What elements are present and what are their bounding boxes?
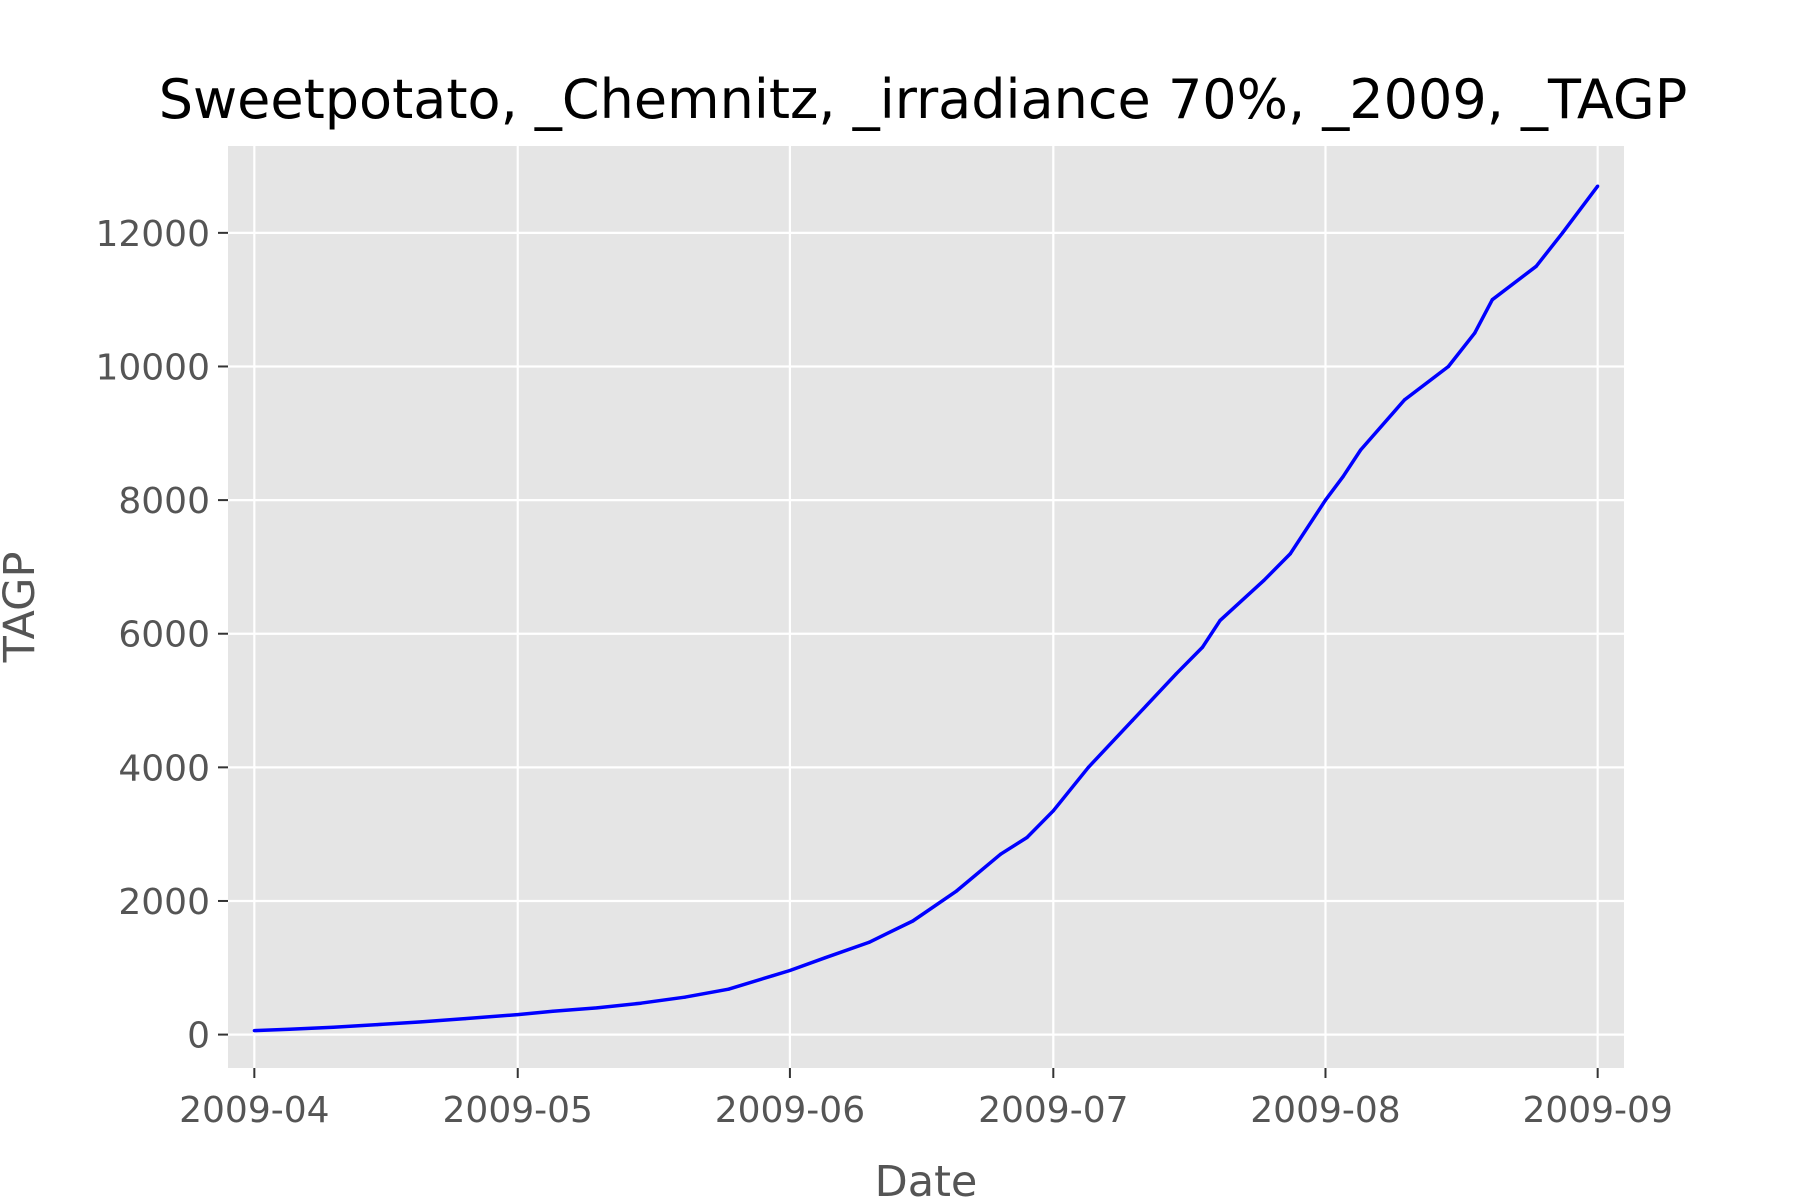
x-axis-label: Date	[875, 1157, 978, 1200]
data-point	[1490, 298, 1494, 302]
y-tick-label: 0	[187, 1016, 210, 1057]
x-tick-label: 2009-05	[443, 1090, 593, 1131]
x-tick-label: 2009-04	[179, 1090, 329, 1131]
data-point	[788, 968, 792, 973]
data-point	[911, 919, 915, 923]
data-point	[1473, 331, 1477, 335]
data-point	[1051, 809, 1055, 813]
data-point	[1402, 398, 1407, 402]
gridlines	[228, 146, 1624, 1068]
series-layer	[252, 184, 1600, 1033]
data-point	[419, 1020, 423, 1024]
data-point	[287, 1027, 292, 1031]
data-point	[955, 889, 959, 893]
data-point	[1596, 184, 1600, 188]
y-axis: 0 2000 4000 6000 8000 10000 12000	[95, 214, 228, 1057]
y-tick-label: 4000	[118, 748, 210, 789]
data-point	[999, 852, 1003, 856]
data-point	[551, 1009, 555, 1013]
x-tick-label: 2009-07	[978, 1090, 1128, 1131]
data-point	[1359, 448, 1363, 452]
data-point	[683, 995, 687, 999]
y-tick-label: 12000	[95, 214, 210, 255]
data-point	[1534, 264, 1538, 268]
data-point	[595, 1006, 599, 1010]
data-point	[1323, 498, 1328, 502]
y-axis-label: TAGP	[0, 552, 45, 664]
data-point	[331, 1025, 335, 1029]
chart-title: Sweetpotato, _Chemnitz, _irradiance 70%,…	[159, 68, 1688, 131]
data-point	[726, 987, 731, 991]
data-point	[639, 1001, 643, 1005]
data-point	[1446, 364, 1450, 369]
x-axis: 2009-04 2009-05 2009-06 2009-07 2009-08 2009-…	[179, 1068, 1673, 1131]
x-tick-label: 2009-09	[1522, 1090, 1672, 1131]
y-tick-label: 2000	[118, 882, 210, 923]
data-point	[252, 1029, 256, 1033]
data-point	[770, 974, 775, 978]
data-point	[1560, 231, 1565, 235]
data-point	[1025, 835, 1029, 840]
data-point	[463, 1017, 467, 1021]
data-point	[375, 1023, 379, 1027]
data-point	[1262, 578, 1266, 582]
data-point	[1201, 645, 1205, 649]
data-point	[1218, 618, 1222, 623]
data-point	[1341, 475, 1345, 479]
data-point	[1288, 552, 1292, 556]
plot-panel	[228, 146, 1624, 1068]
data-point	[1174, 672, 1178, 676]
data-point	[516, 1013, 520, 1017]
data-point	[1130, 719, 1134, 723]
x-tick-label: 2009-06	[715, 1090, 865, 1131]
data-point	[823, 956, 827, 960]
y-tick-label: 6000	[118, 615, 210, 656]
data-point	[867, 940, 871, 945]
data-point	[1086, 765, 1090, 769]
y-tick-label: 10000	[95, 347, 210, 388]
x-tick-label: 2009-08	[1250, 1090, 1400, 1131]
series-line	[254, 185, 1600, 1033]
y-tick-label: 8000	[118, 481, 210, 522]
